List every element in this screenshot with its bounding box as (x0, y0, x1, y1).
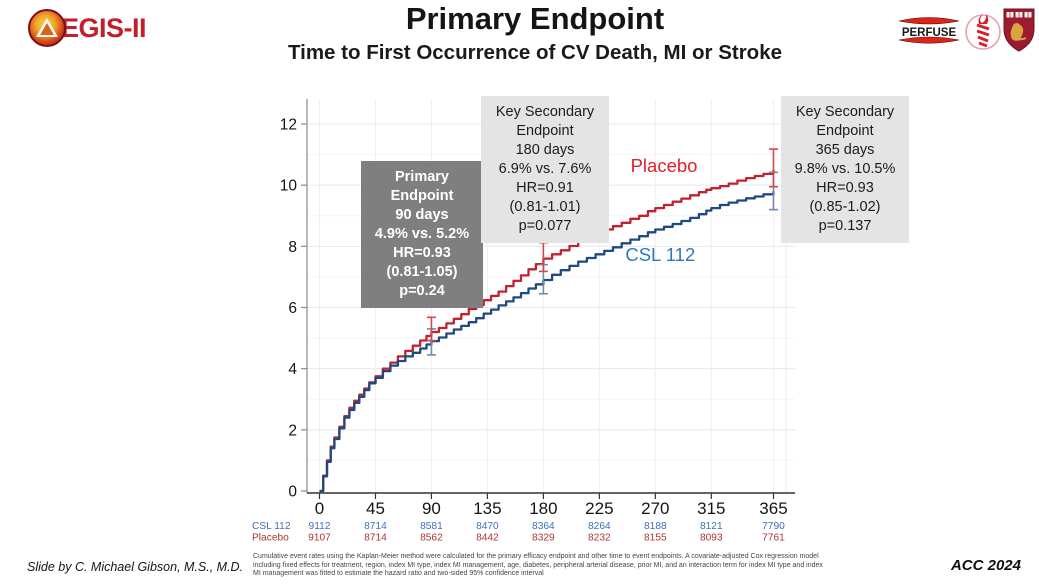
risk-count: 8364 (532, 521, 555, 532)
svg-text:90: 90 (422, 499, 441, 518)
aegis-ii-logo: EGIS-II (28, 9, 147, 47)
svg-text:365: 365 (759, 499, 787, 518)
svg-text:2: 2 (288, 422, 297, 439)
perfuse-logo-text: PERFUSE (902, 27, 957, 39)
svg-text:10: 10 (280, 178, 298, 195)
risk-count: 8581 (420, 521, 443, 532)
svg-text:8: 8 (288, 239, 297, 256)
risk-count: 8188 (644, 521, 667, 532)
svg-text:4: 4 (288, 361, 297, 378)
svg-text:0: 0 (315, 499, 324, 518)
conference-label: ACC 2024 (950, 557, 1021, 574)
risk-count: 8121 (700, 521, 723, 532)
risk-count: 7761 (762, 533, 785, 544)
svg-text:315: 315 (697, 499, 725, 518)
svg-text:135: 135 (473, 499, 501, 518)
risk-count: 7790 (762, 521, 785, 532)
svg-text:180: 180 (529, 499, 557, 518)
perfuse-lens-top-icon (898, 17, 960, 25)
svg-text:270: 270 (641, 499, 669, 518)
risk-count: 8562 (420, 533, 443, 544)
risk-count: 8714 (364, 533, 387, 544)
risk-row-label: Placebo (252, 533, 289, 544)
svg-text:45: 45 (366, 499, 385, 518)
key-secondary-180d-stat-box: Key Secondary Endpoint 180 days 6.9% vs.… (481, 96, 609, 243)
svg-text:0: 0 (288, 484, 297, 501)
perfuse-lens-bottom-icon (898, 36, 960, 44)
slide-credit: Slide by C. Michael Gibson, M.S., M.D. (27, 560, 244, 574)
harvard-shield-logo-icon (1003, 8, 1035, 52)
risk-count: 8264 (588, 521, 611, 532)
svg-text:225: 225 (585, 499, 613, 518)
risk-count: 8329 (532, 533, 555, 544)
methods-footnote: Cumulative event rates using the Kaplan-… (253, 553, 823, 578)
bidmc-torch-logo-icon (965, 14, 1001, 50)
svg-text:6: 6 (288, 300, 297, 317)
series-label-placebo: Placebo (631, 155, 698, 176)
risk-count: 9112 (309, 521, 331, 532)
svg-text:12: 12 (280, 117, 297, 134)
series-line-placebo (319, 169, 775, 493)
aegis-circle-icon (28, 9, 66, 47)
primary-endpoint-stat-box: Primary Endpoint 90 days 4.9% vs. 5.2% H… (361, 161, 483, 308)
risk-count: 8714 (364, 521, 387, 532)
series-line-csl112 (319, 191, 775, 493)
risk-count: 8470 (476, 521, 499, 532)
series-label-csl112: CSL 112 (625, 244, 695, 265)
risk-count: 8442 (476, 533, 499, 544)
key-secondary-365d-stat-box: Key Secondary Endpoint 365 days 9.8% vs.… (781, 96, 909, 243)
page-subtitle: Time to First Occurrence of CV Death, MI… (287, 41, 782, 64)
risk-count: 8093 (700, 533, 723, 544)
aegis-logo-text: EGIS-II (61, 12, 147, 43)
risk-count: 8155 (644, 533, 667, 544)
risk-count: 9107 (308, 533, 331, 544)
page-title: Primary Endpoint (405, 1, 665, 36)
perfuse-logo: PERFUSE (898, 17, 960, 44)
risk-count: 8232 (588, 533, 611, 544)
risk-row-label: CSL 112 (252, 521, 291, 532)
